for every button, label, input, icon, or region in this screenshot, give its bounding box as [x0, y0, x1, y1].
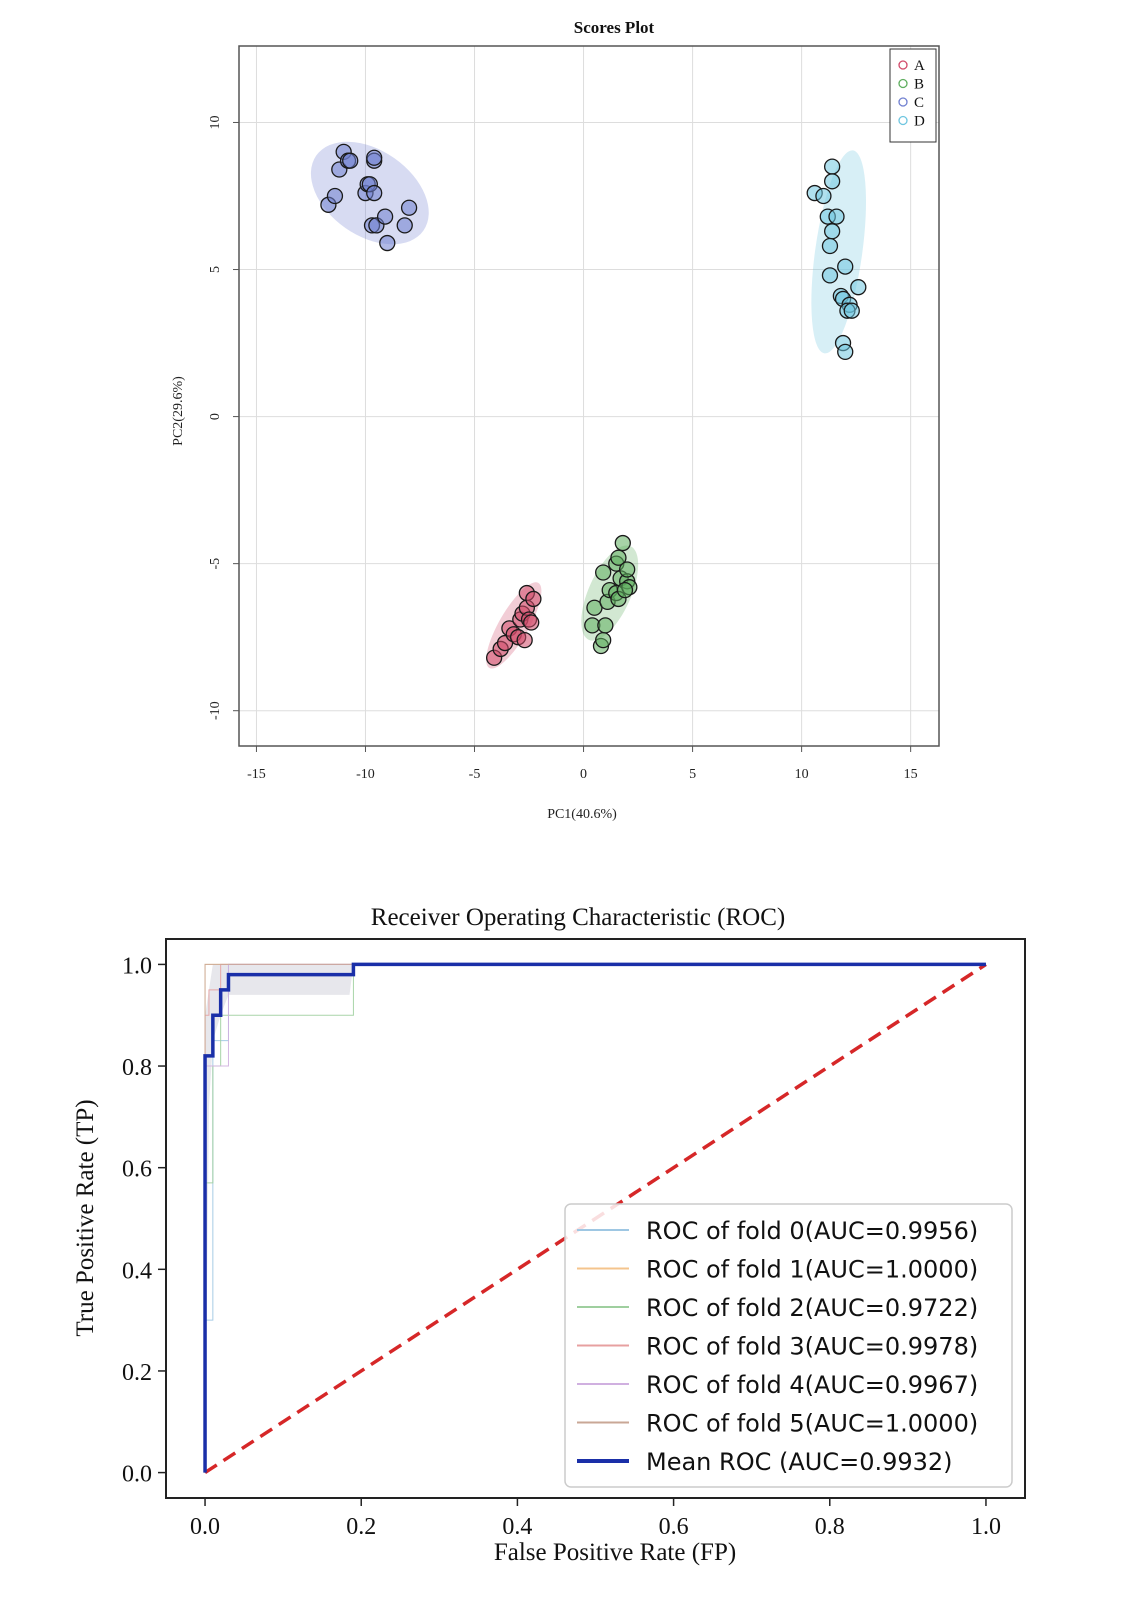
roc-x-tick-label: 0.0 — [190, 1514, 220, 1540]
scores-point-B — [619, 561, 636, 578]
roc-y-tick-label: 0.0 — [122, 1462, 152, 1488]
scores-legend-marker-D — [898, 115, 908, 126]
scores-legend-marker-A — [898, 60, 908, 70]
roc-plot: Receiver Operating Characteristic (ROC) … — [72, 904, 1026, 1566]
scores-point-B — [616, 581, 634, 599]
roc-y-ticks: 0.0 0.2 0.4 0.6 0.8 1.0 — [122, 953, 166, 1488]
scores-point-B — [614, 534, 631, 552]
roc-mean-curve — [203, 962, 986, 1473]
roc-x-axis-label: False Positive Rate (FP) — [494, 1539, 736, 1566]
scores-point-D — [843, 302, 860, 319]
scores-plot: Scores Plot -15 -10 -5 0 5 10 15 -10 -5 0 5 10 PC1… — [171, 18, 940, 822]
scores-y-tick-label: 5 — [208, 266, 223, 273]
roc-x-tick-label: 0.4 — [502, 1514, 532, 1540]
roc-legend-label: ROC of fold 4(AUC=0.9967) — [646, 1371, 978, 1399]
scores-x-tick-label: 10 — [795, 767, 809, 782]
scores-point-C — [366, 149, 383, 166]
scores-point-C — [379, 234, 396, 252]
scores-point-D — [815, 187, 832, 205]
scores-x-ticks: -15 -10 -5 0 5 10 15 — [247, 746, 918, 782]
scores-y-ticks: -10 -5 0 5 10 — [208, 115, 239, 720]
scores-x-tick-label: 5 — [689, 767, 696, 782]
scores-x-tick-label: -10 — [356, 767, 375, 782]
scores-legend-marker-C — [898, 97, 908, 107]
scores-y-axis-label: PC2(29.6%) — [171, 376, 186, 446]
scores-point-B — [595, 631, 612, 649]
roc-legend-label: ROC of fold 2(AUC=0.9722) — [646, 1294, 978, 1322]
scores-x-tick-label: 15 — [904, 767, 918, 782]
roc-x-tick-label: 1.0 — [971, 1514, 1001, 1540]
scores-point-D — [821, 267, 839, 284]
scores-point-D — [823, 173, 841, 190]
scores-y-tick-label: 0 — [208, 413, 223, 420]
scores-x-tick-label: -15 — [247, 767, 266, 782]
scores-point-B — [610, 549, 627, 566]
scores-legend-box — [889, 48, 937, 143]
roc-plot-title: Receiver Operating Characteristic (ROC) — [371, 904, 785, 931]
roc-y-tick-label: 0.8 — [122, 1055, 152, 1081]
scores-legend-marker-B — [898, 78, 908, 89]
roc-y-tick-label: 0.6 — [122, 1157, 152, 1183]
roc-legend-label: Mean ROC (AUC=0.9932) — [646, 1448, 953, 1476]
scores-x-axis-label: PC1(40.6%) — [547, 807, 617, 822]
scores-point-A — [525, 590, 542, 608]
scores-point-D — [821, 237, 839, 255]
scores-point-C — [376, 208, 394, 225]
scores-point-D — [850, 279, 867, 296]
scores-grid — [239, 46, 939, 746]
scores-point-C — [366, 184, 383, 202]
scores-legend-label: B — [914, 77, 924, 93]
scores-x-tick-label: -5 — [469, 767, 481, 782]
scores-legend-label: D — [914, 114, 925, 130]
scores-legend-label: C — [914, 95, 924, 111]
scores-point-B — [597, 617, 614, 634]
scores-legend-label: A — [914, 58, 925, 74]
roc-legend-label: ROC of fold 5(AUC=1.0000) — [646, 1410, 978, 1438]
roc-y-tick-label: 1.0 — [122, 953, 152, 979]
scores-point-C — [326, 187, 344, 205]
scores-point-C — [400, 199, 418, 216]
roc-y-tick-label: 0.4 — [122, 1258, 152, 1284]
scores-point-B — [595, 564, 612, 581]
scores-point-A — [516, 631, 533, 649]
scores-plot-title: Scores Plot — [574, 18, 655, 37]
scores-y-tick-label: -10 — [208, 701, 223, 720]
scores-point-C — [342, 152, 359, 169]
roc-x-tick-label: 0.8 — [815, 1514, 845, 1540]
roc-legend-box — [564, 1203, 1013, 1488]
scores-y-tick-label: -5 — [208, 558, 223, 570]
scores-point-C — [396, 217, 413, 234]
scores-plot-frame — [238, 45, 940, 747]
roc-plot-frame — [165, 938, 1026, 1499]
scores-points — [320, 143, 867, 666]
roc-legend-label: ROC of fold 1(AUC=1.0000) — [646, 1256, 978, 1284]
roc-legend-label: ROC of fold 3(AUC=0.9978) — [646, 1333, 978, 1361]
roc-x-tick-label: 0.6 — [659, 1514, 689, 1540]
roc-x-ticks: 0.0 0.2 0.4 0.6 0.8 1.0 — [190, 1498, 1001, 1540]
roc-y-tick-label: 0.2 — [122, 1360, 152, 1386]
scores-point-D — [828, 208, 845, 225]
scores-point-D — [837, 258, 854, 275]
roc-y-axis-label: True Positive Rate (TP) — [72, 1099, 99, 1336]
scores-y-tick-label: 10 — [208, 115, 223, 129]
scores-point-A — [523, 614, 540, 631]
scores-point-D — [823, 158, 841, 175]
scores-point-D — [837, 343, 854, 361]
roc-x-tick-label: 0.2 — [346, 1514, 376, 1540]
roc-mean-curve-line — [203, 962, 986, 1473]
roc-legend: ROC of fold 0(AUC=0.9956) ROC of fold 1(A… — [564, 1203, 1013, 1488]
roc-legend-label: ROC of fold 0(AUC=0.9956) — [646, 1217, 978, 1245]
scores-point-D — [823, 223, 841, 240]
scores-x-tick-label: 0 — [580, 767, 587, 782]
